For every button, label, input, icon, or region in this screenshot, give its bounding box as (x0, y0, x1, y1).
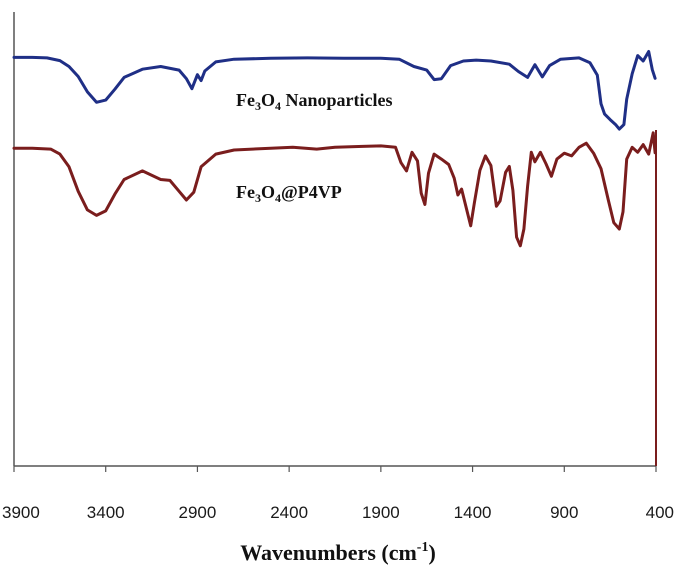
x-tick-label: 3900 (2, 503, 40, 522)
series-line-p4vp (12, 131, 657, 248)
series-label-text: @P4VP (281, 182, 342, 202)
x-tick-label: 1400 (454, 503, 492, 522)
series-label-text: Fe (236, 90, 255, 110)
series-label-subscript: 3 (255, 191, 261, 205)
x-axis-title-superscript: -1 (417, 540, 429, 555)
x-tick-labels: 3900 3400 2900 2400 1900 1400 900 400 (2, 503, 674, 522)
series-line-nanoparticles (12, 50, 657, 131)
x-axis-title: Wavenumbers (cm-1) (240, 540, 436, 565)
x-axis-title-close: ) (428, 540, 435, 565)
series-label-text: Nanoparticles (281, 90, 393, 110)
x-ticks (13, 466, 657, 472)
x-tick-label: 2400 (270, 503, 308, 522)
series-label-subscript: 4 (275, 191, 281, 205)
series-label-text: Fe (236, 182, 255, 202)
x-tick-label: 1900 (362, 503, 400, 522)
series-lines (12, 50, 657, 248)
x-tick-label: 900 (550, 503, 578, 522)
series-label-text: O (261, 90, 275, 110)
x-tick-label: 2900 (179, 503, 217, 522)
series-label-subscript: 4 (275, 99, 281, 113)
axes (13, 12, 657, 467)
series-label-p4vp: Fe3O4@P4VP (236, 182, 342, 205)
series-label-subscript: 3 (255, 99, 261, 113)
series-label-nanoparticles: Fe3O4 Nanoparticles (236, 90, 393, 113)
x-tick-label: 3400 (87, 503, 125, 522)
x-axis-title-main: Wavenumbers (cm (240, 540, 417, 565)
series-label-text: O (261, 182, 275, 202)
x-tick-label: 400 (646, 503, 674, 522)
